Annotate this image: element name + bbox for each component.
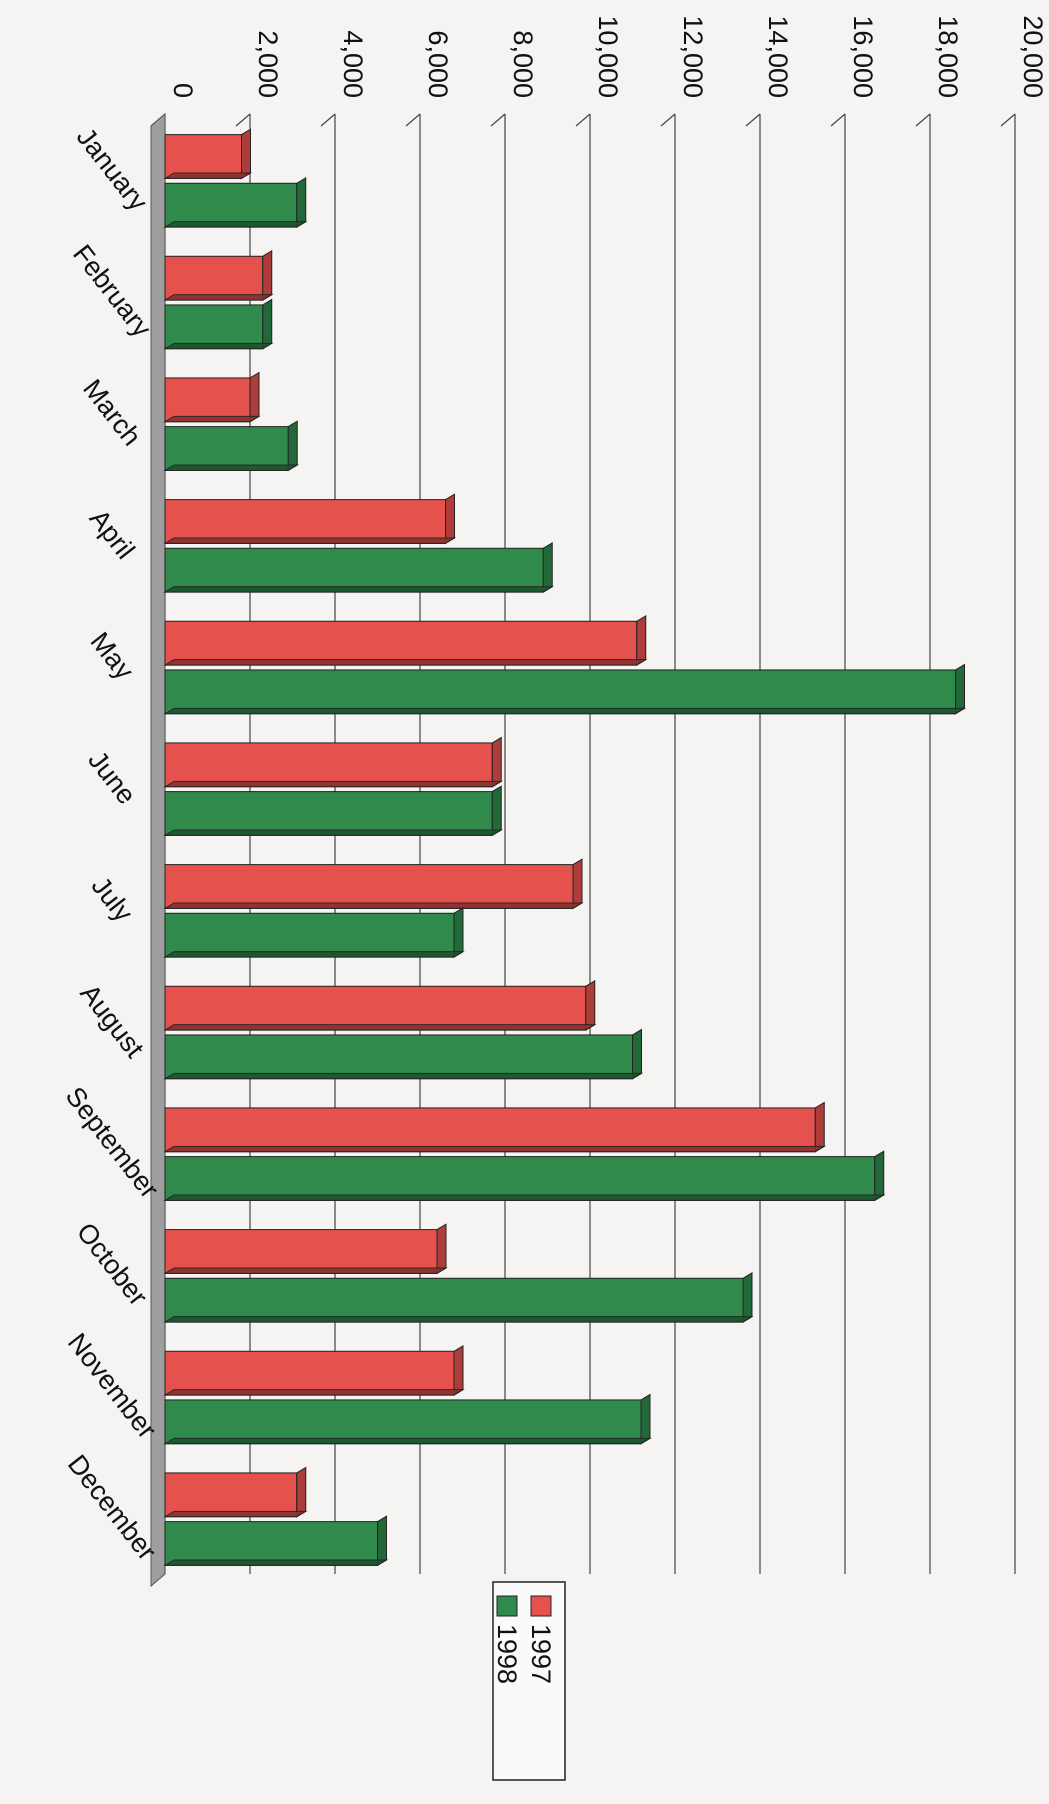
chart-floor (150, 112, 166, 1588)
category-label: August (74, 979, 150, 1064)
bar-1997-december (163, 1466, 308, 1518)
value-tick-label: 14,000 (763, 15, 793, 98)
gridline-diag (575, 113, 591, 127)
value-axis-ticks: 0 2,000 4,000 6,000 8,000 10,000 12,000 14,000 1… (168, 15, 1048, 98)
gridline-diag (405, 113, 421, 127)
legend-label-1998: 1998 (492, 1624, 522, 1684)
bar-1998-november (163, 1393, 652, 1445)
category-label: April (84, 504, 141, 565)
bar-1997-november (163, 1344, 465, 1396)
value-tick-label: 6,000 (423, 30, 453, 98)
category-label: December (62, 1449, 162, 1566)
bar-1997-july (163, 858, 584, 910)
bar-1997-february (163, 249, 274, 301)
category-label: July (85, 871, 139, 928)
category-label: February (67, 239, 157, 343)
value-tick-label: 4,000 (338, 30, 368, 98)
bar-1997-march (163, 371, 261, 423)
bar-1997-may (163, 614, 648, 666)
value-tick-label: 16,000 (848, 15, 878, 98)
bar-1997-september (163, 1101, 827, 1153)
legend-swatch-1997 (530, 1595, 552, 1617)
value-tick-label: 0 (168, 83, 198, 98)
gridline-diag (235, 113, 251, 127)
bar-1997-april (163, 493, 457, 545)
bar-1997-october (163, 1223, 448, 1275)
gridline-diag (660, 113, 676, 127)
bar-1997-june (163, 736, 504, 788)
gridline-diag (915, 113, 931, 127)
value-tick-label: 12,000 (678, 15, 708, 98)
category-label: January (71, 122, 154, 217)
gridline-diag (745, 113, 761, 127)
value-tick-label: 8,000 (508, 30, 538, 98)
bar-1998-august (163, 1028, 644, 1080)
bar-1998-may (163, 663, 967, 715)
value-tick-label: 20,000 (1018, 15, 1048, 98)
gridline-diag (320, 113, 336, 127)
category-label: March (77, 374, 147, 452)
gridline-diag (490, 113, 506, 127)
bar-1998-march (163, 420, 300, 472)
category-label: September (60, 1081, 165, 1204)
category-label: October (71, 1217, 154, 1311)
legend-swatch-1998 (496, 1595, 518, 1617)
category-label: May (85, 627, 140, 686)
gridlines (150, 113, 1016, 1574)
bar-1998-october (163, 1271, 754, 1323)
value-tick-label: 2,000 (253, 30, 283, 98)
bar-1998-february (163, 298, 274, 350)
bar-1998-december (163, 1515, 389, 1567)
bar-1998-july (163, 906, 465, 958)
value-tick-label: 18,000 (933, 15, 963, 98)
category-label: June (82, 745, 142, 810)
bars (163, 128, 967, 1567)
legend-label-1997: 1997 (526, 1624, 556, 1684)
floor-panel (150, 112, 166, 1588)
gridline-diag (830, 113, 846, 127)
bar-1997-january (163, 128, 253, 180)
category-axis-labels: January February March April May June July Augu… (60, 122, 165, 1566)
value-tick-label: 10,000 (593, 15, 623, 98)
bar-1997-august (163, 979, 597, 1031)
category-label: November (62, 1328, 162, 1445)
bar-1998-april (163, 541, 555, 593)
bar-1998-january (163, 176, 308, 228)
bar-1998-september (163, 1150, 886, 1202)
bar-1998-june (163, 785, 504, 837)
gridline-diag (1000, 113, 1016, 127)
